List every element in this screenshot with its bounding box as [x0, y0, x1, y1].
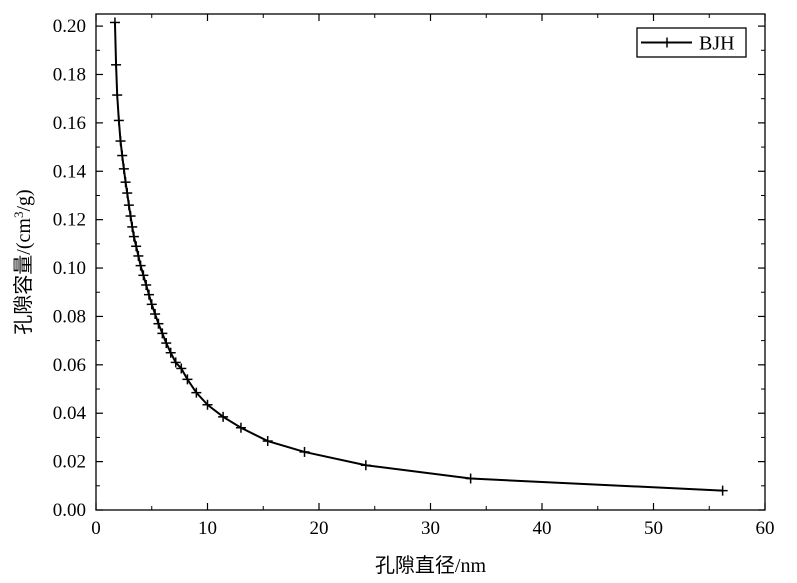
data-point-marker [133, 250, 144, 261]
y-tick-label: 0.04 [53, 403, 87, 424]
y-tick-label: 0.00 [53, 500, 86, 521]
data-point-marker [150, 309, 161, 320]
y-tick-label: 0.12 [53, 210, 86, 231]
data-point-marker [113, 115, 124, 126]
y-tick-label: 0.20 [53, 16, 86, 37]
y-axis-title: 孔隙容量/(cm3/g) [11, 189, 36, 334]
y-axis-ticks: 0.00 0.02 0.04 0.06 0.08 0.10 0.12 0.14 0.16 0.18… [53, 16, 765, 521]
data-point-marker [128, 231, 139, 242]
data-point-marker [143, 289, 154, 300]
data-point-marker [125, 211, 136, 222]
y-tick-label: 0.18 [53, 64, 86, 85]
legend: BJH [636, 27, 747, 58]
y-tick-label: 0.10 [53, 258, 86, 279]
data-point-marker [170, 357, 181, 368]
data-point-marker [182, 374, 193, 385]
data-point-marker [202, 399, 213, 410]
data-point-marker [191, 387, 202, 398]
x-tick-label: 30 [421, 518, 440, 539]
data-point-marker [131, 241, 142, 252]
data-point-marker [112, 90, 123, 101]
x-tick-label: 10 [198, 518, 217, 539]
x-tick-label: 50 [644, 518, 663, 539]
data-point-marker [122, 188, 133, 199]
legend-label-bjh: BJH [699, 33, 735, 55]
data-point-marker [118, 163, 129, 174]
data-point-marker [109, 17, 120, 28]
data-point-marker [717, 485, 728, 496]
legend-marker [662, 37, 672, 48]
data-point-marker [115, 136, 126, 147]
y-tick-label: 0.06 [53, 355, 86, 376]
data-point-marker [153, 318, 164, 329]
x-tick-label: 40 [533, 518, 552, 539]
data-point-marker [161, 338, 172, 349]
x-tick-label: 0 [91, 518, 101, 539]
y-tick-label: 0.02 [53, 452, 86, 473]
data-point-marker [135, 260, 146, 271]
data-point-marker [146, 299, 157, 310]
x-tick-label: 20 [310, 518, 329, 539]
data-point-marker [218, 411, 229, 422]
data-point-marker [465, 473, 476, 484]
data-point-marker [120, 177, 131, 188]
x-axis-ticks: 0 10 20 30 40 50 60 [91, 14, 775, 539]
data-point-marker [123, 200, 134, 211]
data-point-marker [176, 363, 187, 374]
y-tick-label: 0.08 [53, 306, 86, 327]
data-point-marker [141, 279, 152, 290]
plot-area-frame [95, 13, 766, 511]
y-tick-label: 0.16 [53, 113, 86, 134]
data-point-marker [157, 328, 168, 339]
bjh-series-markers [109, 17, 728, 496]
data-point-marker [262, 436, 273, 447]
x-axis-title: 孔隙直径/nm [375, 554, 487, 577]
data-point-marker [117, 150, 128, 161]
data-point-marker [127, 221, 138, 232]
data-point-marker [235, 422, 246, 433]
data-point-marker [299, 446, 310, 457]
bjh-series-line [113, 22, 723, 492]
y-tick-label: 0.14 [53, 161, 87, 182]
data-point-marker [360, 460, 371, 471]
x-tick-label: 60 [756, 518, 775, 539]
data-point-marker [111, 59, 122, 70]
data-point-marker [138, 270, 149, 281]
data-point-marker [165, 347, 176, 358]
